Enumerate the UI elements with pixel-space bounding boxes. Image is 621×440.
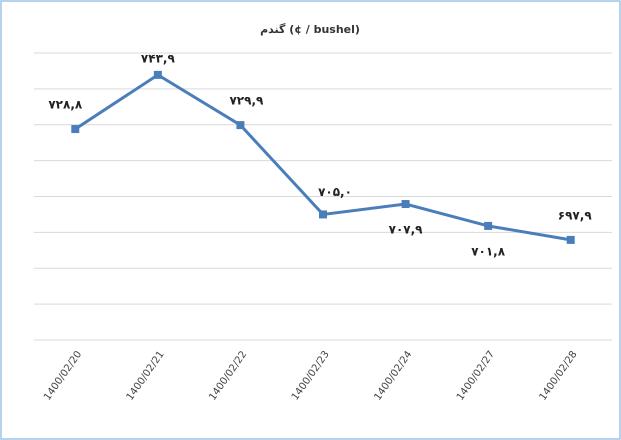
- marker: [319, 210, 327, 219]
- marker: [236, 121, 245, 130]
- marker: [484, 221, 493, 230]
- marker: [401, 200, 410, 209]
- data-label: ۷۰۷,۹: [389, 223, 424, 237]
- data-label: ۶۹۷,۹: [558, 208, 593, 222]
- data-label: ۷۲۸,۸: [48, 98, 83, 112]
- data-label: ۷۰۱,۸: [471, 244, 506, 258]
- marker: [71, 125, 80, 134]
- chart-title: گندم (¢ / bushel): [260, 23, 360, 36]
- data-label: ۷۲۹,۹: [229, 94, 264, 108]
- marker: [153, 70, 162, 79]
- data-label: ۷۴۳,۹: [141, 51, 176, 65]
- data-label: ۷۰۵,۰: [318, 185, 352, 199]
- marker: [566, 235, 575, 244]
